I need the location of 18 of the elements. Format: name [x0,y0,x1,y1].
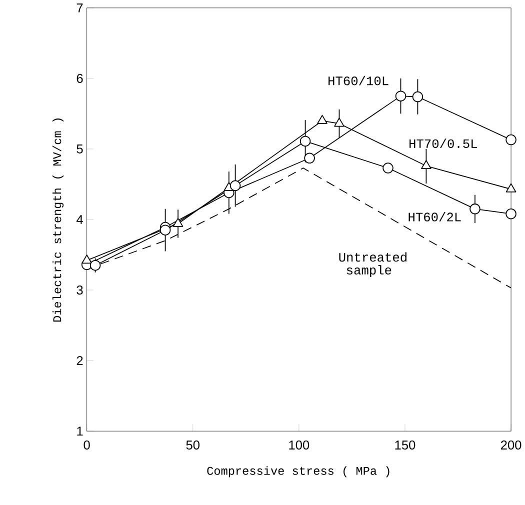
series-label: HT60/10L [328,76,388,86]
y-tick-label: 4 [76,215,83,224]
x-axis-title: Compressive stress ( MPa ) [207,466,390,478]
y-tick-label: 3 [76,285,83,295]
y-tick-label: 2 [76,356,83,366]
series-label: HT60/2L [408,212,461,222]
x-tick-label: 200 [500,440,522,450]
y-tick-label: 6 [76,74,83,83]
y-tick-label: 5 [76,144,83,154]
series-label: Untreated sample [339,252,406,277]
x-tick-label: 50 [186,440,200,450]
y-tick-label: 7 [76,3,83,12]
y-tick-label: 1 [77,426,83,436]
series-label: HT70/0.5L [410,138,477,148]
y-axis-title: Dielectric strength ( MV/cm ) [52,118,64,322]
x-tick-label: 100 [289,440,310,450]
x-tick-label: 0 [84,440,90,450]
x-tick-label: 150 [395,440,416,450]
